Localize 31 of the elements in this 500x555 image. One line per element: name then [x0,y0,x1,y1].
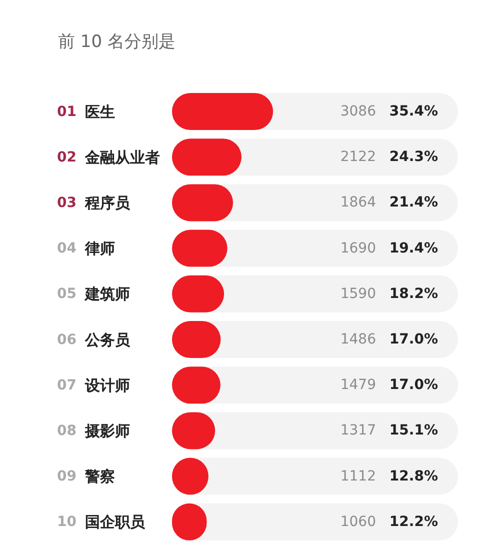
data-label: 1486 [340,332,376,348]
text: 35.4% [389,104,438,120]
text: 15.1% [389,422,438,439]
text: 12.2% [389,514,438,530]
text: 12.8% [389,468,438,484]
y-tick-label: 10 国企职员 [57,513,146,532]
data-label: 1317 [340,422,376,439]
text: 24.3% [389,149,438,166]
y-tick-label: 07 设计师 [57,376,130,394]
text: 21.4% [389,194,438,211]
y-tick-label: 04 律师 [57,240,115,258]
y-tick-label: 05 建筑师 [57,285,130,304]
data-label: 1590 [340,286,376,302]
text: 17.0% [389,332,438,348]
y-tick-label: 08 摄影师 [57,422,130,440]
y-tick-label: 06 公务员 [57,330,131,349]
data-label: 3086 [340,104,376,120]
y-tick-label: 01 医生 [57,102,115,121]
data-label: 1060 [340,514,376,530]
text: 18.2% [389,286,438,302]
y-tick-label: 03 程序员 [57,194,131,212]
chart-title: 前 10 名分别是 [58,31,176,53]
data-label: 1690 [340,240,376,256]
text: 19.4% [389,240,438,256]
data-label: 1864 [340,194,376,211]
data-label: 2122 [340,149,376,166]
data-label: 1479 [340,377,376,394]
data-label: 1112 [340,468,376,484]
text: 17.0% [389,377,438,394]
y-tick-label: 09 警察 [57,468,115,486]
y-tick-label: 02 金融从业者 [57,148,160,166]
